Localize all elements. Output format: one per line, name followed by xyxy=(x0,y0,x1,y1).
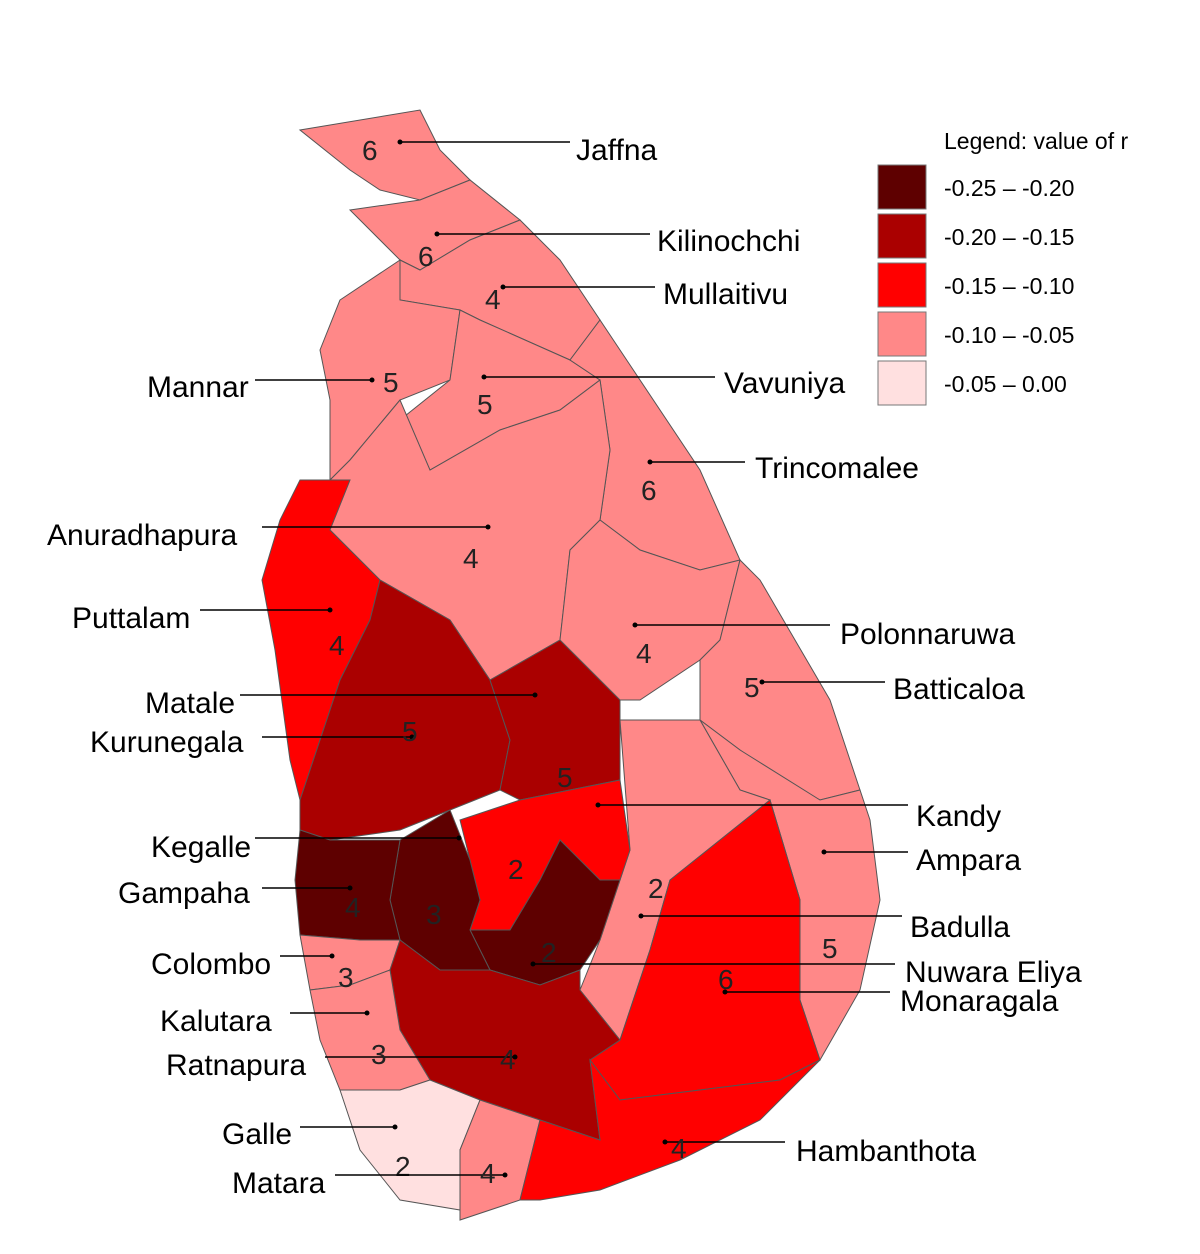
district-number-gampaha: 4 xyxy=(345,892,361,923)
district-dot-jaffna xyxy=(397,139,403,145)
district-label-ampara: Ampara xyxy=(916,844,1021,877)
district-number-trincomalee: 6 xyxy=(641,475,657,506)
district-number-colombo: 3 xyxy=(338,962,354,993)
district-label-colombo: Colombo xyxy=(151,948,271,981)
district-label-gampaha: Gampaha xyxy=(118,877,250,910)
district-dot-badulla xyxy=(638,913,644,919)
district-galle xyxy=(339,1079,481,1211)
district-dot-batticaloa xyxy=(759,679,765,685)
legend-swatch xyxy=(877,311,927,357)
district-jaffna xyxy=(298,109,471,201)
legend-label: -0.25 – -0.20 xyxy=(944,175,1074,201)
district-label-puttalam: Puttalam xyxy=(72,602,190,635)
district-number-puttalam: 4 xyxy=(329,630,345,661)
district-number-ampara: 5 xyxy=(822,933,838,964)
district-number-kurunegala: 5 xyxy=(402,716,418,747)
district-dot-ratnapura xyxy=(512,1054,518,1060)
district-label-matara: Matara xyxy=(232,1167,326,1200)
district-number-kegalle: 3 xyxy=(426,899,442,930)
district-dot-trincomalee xyxy=(647,459,653,465)
district-number-badulla: 2 xyxy=(648,873,664,904)
district-dot-nuwara-eliya xyxy=(530,961,536,967)
district-dot-galle xyxy=(392,1124,398,1130)
district-dot-colombo xyxy=(329,953,335,959)
district-label-kalutara: Kalutara xyxy=(160,1005,272,1038)
district-dot-matara xyxy=(502,1172,508,1178)
district-dot-mullaitivu xyxy=(500,284,506,290)
district-label-matale: Matale xyxy=(145,687,235,720)
district-dot-kandy xyxy=(595,802,601,808)
district-gampaha xyxy=(294,829,401,941)
district-number-kilinochchi: 6 xyxy=(418,241,434,272)
district-dot-kegalle xyxy=(456,835,462,841)
district-dot-matale xyxy=(532,692,538,698)
district-label-hambanthota: Hambanthota xyxy=(796,1135,976,1168)
district-label-ratnapura: Ratnapura xyxy=(166,1049,306,1082)
district-dot-polonnaruwa xyxy=(632,622,638,628)
district-number-matale: 5 xyxy=(557,762,573,793)
district-number-batticaloa: 5 xyxy=(744,672,760,703)
district-label-kilinochchi: Kilinochchi xyxy=(657,225,800,258)
legend: Legend: value of r -0.25 – -0.20 -0.20 – … xyxy=(877,128,1128,406)
district-matara xyxy=(459,1099,541,1221)
district-number-mannar: 5 xyxy=(383,367,399,398)
district-number-galle: 2 xyxy=(395,1151,411,1182)
legend-swatch xyxy=(877,213,927,259)
legend-title: Legend: value of r xyxy=(944,128,1128,154)
district-label-anuradhapura: Anuradhapura xyxy=(47,519,237,552)
district-number-monaragala: 6 xyxy=(718,964,734,995)
district-number-vavuniya: 5 xyxy=(477,389,493,420)
district-dot-kalutara xyxy=(364,1010,370,1016)
district-label-jaffna: Jaffna xyxy=(576,134,657,167)
legend-label: -0.20 – -0.15 xyxy=(944,224,1074,250)
district-label-mullaitivu: Mullaitivu xyxy=(663,278,788,311)
district-dot-kurunegala xyxy=(409,734,415,740)
district-label-trincomalee: Trincomalee xyxy=(755,452,919,485)
district-dot-mannar xyxy=(369,377,375,383)
district-dot-kilinochchi xyxy=(434,231,440,237)
legend-label: -0.10 – -0.05 xyxy=(944,322,1074,348)
district-dot-anuradhapura xyxy=(485,524,491,530)
district-label-galle: Galle xyxy=(222,1118,292,1151)
legend-label: -0.15 – -0.10 xyxy=(944,273,1074,299)
district-label-polonnaruwa: Polonnaruwa xyxy=(840,618,1015,651)
district-label-monaragala: Monaragala xyxy=(900,985,1059,1018)
district-label-vavuniya: Vavuniya xyxy=(724,367,846,400)
district-number-kalutara: 3 xyxy=(371,1039,387,1070)
district-number-kandy: 2 xyxy=(508,854,524,885)
district-label-batticaloa: Batticaloa xyxy=(893,673,1025,706)
district-number-nuwara-eliya: 2 xyxy=(541,937,557,968)
district-number-jaffna: 6 xyxy=(362,135,378,166)
district-dot-monaragala xyxy=(722,989,728,995)
district-number-matara: 4 xyxy=(480,1158,496,1189)
district-number-mullaitivu: 4 xyxy=(485,284,501,315)
district-number-polonnaruwa: 4 xyxy=(636,638,652,669)
legend-swatch xyxy=(877,164,927,210)
legend-label: -0.05 – 0.00 xyxy=(944,371,1067,397)
district-label-mannar: Mannar xyxy=(147,371,249,404)
district-label-kurunegala: Kurunegala xyxy=(90,726,244,759)
district-dot-ampara xyxy=(821,849,827,855)
legend-swatch xyxy=(877,262,927,308)
district-number-ratnapura: 4 xyxy=(500,1044,516,1075)
district-dot-gampaha xyxy=(347,885,353,891)
district-dot-vavuniya xyxy=(481,374,487,380)
legend-swatch xyxy=(877,360,927,406)
district-number-hambanthota: 4 xyxy=(671,1133,687,1164)
district-label-kegalle: Kegalle xyxy=(151,831,251,864)
district-label-kandy: Kandy xyxy=(916,800,1001,833)
district-dot-hambanthota xyxy=(662,1139,668,1145)
district-label-badulla: Badulla xyxy=(910,911,1010,944)
district-hambanthota xyxy=(519,1058,821,1201)
district-label-nuwara-eliya: Nuwara Eliya xyxy=(905,956,1082,989)
district-number-anuradhapura: 4 xyxy=(463,543,479,574)
district-dot-puttalam xyxy=(327,607,333,613)
